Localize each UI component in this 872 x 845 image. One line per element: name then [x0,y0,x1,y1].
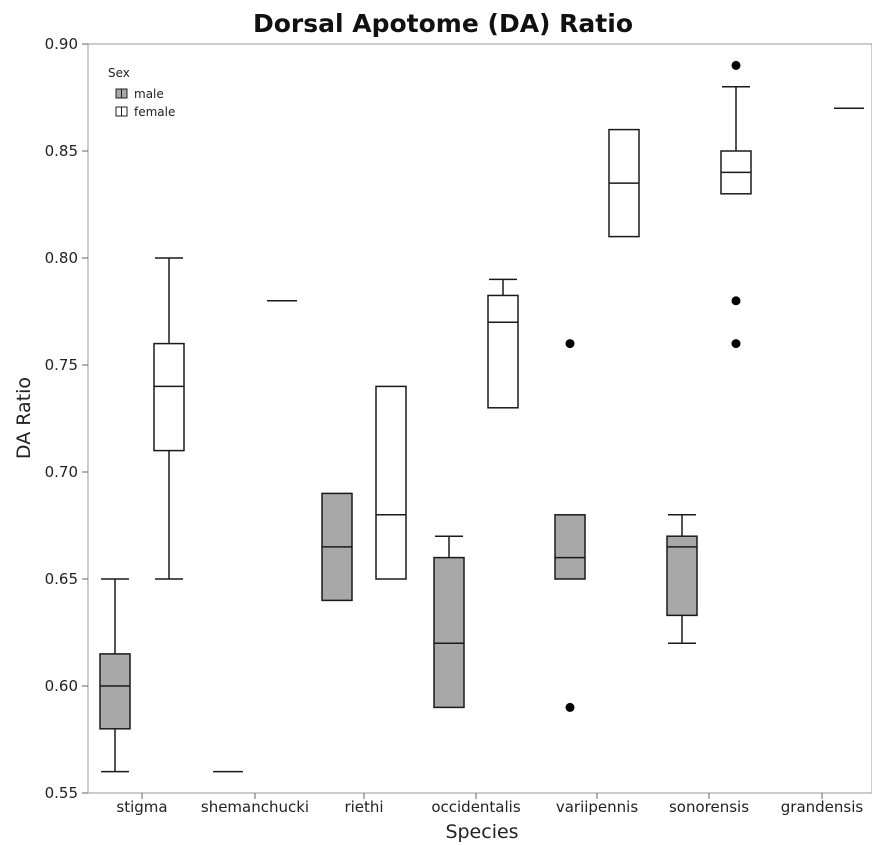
box-male-occidentalis [433,535,465,709]
box-iqr [99,653,131,730]
x-tick-label: variipennis [556,798,639,816]
outlier-point [731,339,741,349]
y-tick-label: 0.55 [45,784,78,802]
outlier-point [565,702,575,712]
box-male-riethi [321,492,353,602]
y-tick-label: 0.80 [45,249,78,267]
x-tick-label: stigma [116,798,167,816]
x-tick-label: grandensis [781,798,864,816]
box-male-variipennis [554,339,586,712]
y-tick-label: 0.75 [45,356,78,374]
legend-entry-female: female [134,105,175,119]
y-axis-label: DA Ratio [13,377,35,459]
box-male-sonorensis [666,514,698,644]
outlier-point [565,339,575,349]
plot-area-frame [87,43,872,794]
x-tick-label: sonorensis [669,798,749,816]
legend: Sex male female [108,66,175,119]
chart-title: Dorsal Apotome (DA) Ratio [253,9,633,38]
x-tick-label: shemanchucki [201,798,309,816]
box-iqr [487,294,519,409]
legend-entry-male: male [134,87,164,101]
box-series-group [99,60,864,773]
box-iqr [433,556,465,709]
x-tick-label: occidentalis [431,798,521,816]
x-axis-label: Species [445,821,518,843]
box-male-stigma [99,578,131,773]
outlier-point [731,60,741,70]
legend-title: Sex [108,66,130,80]
box-female-variipennis [608,128,640,238]
y-axis: 0.55 0.60 0.65 0.70 0.75 0.80 0.85 0.90 [45,35,88,802]
y-tick-label: 0.90 [45,35,78,53]
box-iqr [375,385,407,580]
x-tick-label: riethi [344,798,383,816]
outlier-point [731,296,741,306]
box-iqr [554,514,586,580]
box-female-sonorensis [720,60,752,349]
box-iqr [666,535,698,617]
y-tick-label: 0.85 [45,142,78,160]
box-female-occidentalis [487,278,519,409]
box-iqr [153,342,185,452]
y-tick-label: 0.65 [45,570,78,588]
box-female-riethi [375,385,407,580]
box-female-stigma [153,257,185,580]
y-tick-label: 0.60 [45,677,78,695]
x-axis: stigma shemanchucki riethi occidentalis vari… [116,793,863,816]
y-tick-label: 0.70 [45,463,78,481]
